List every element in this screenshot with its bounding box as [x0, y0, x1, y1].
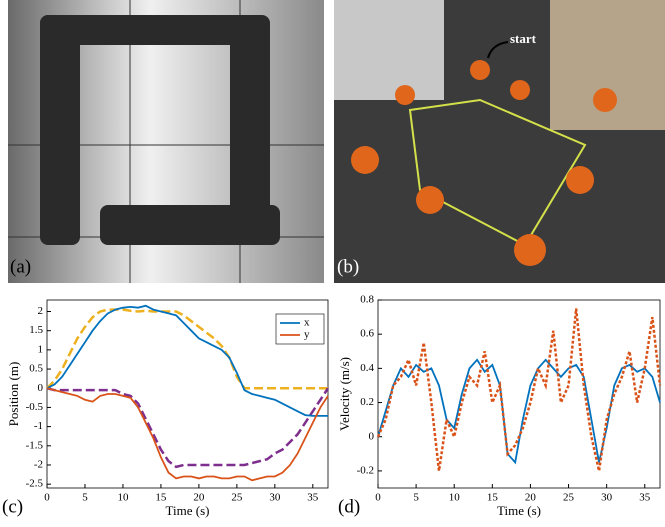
y-tick-label: 0: [38, 382, 44, 394]
y-tick-label: 0.6: [360, 328, 374, 340]
x-tick-label: 35: [307, 492, 319, 504]
y-tick-label: 1.5: [29, 324, 43, 336]
x-tick-label: 25: [231, 492, 243, 504]
figure: (a) start (b) 05101520253035-2.5-2-1.5-1…: [0, 0, 665, 522]
x-tick-label: 0: [375, 492, 381, 504]
y-tick-label: 1: [38, 343, 44, 355]
x-tick-label: 15: [155, 492, 167, 504]
y-tick-label: -0.5: [26, 401, 44, 413]
plot-area: [378, 300, 660, 488]
y-tick-label: -2: [34, 459, 43, 471]
x-tick-label: 20: [525, 492, 537, 504]
x-tick-label: 25: [563, 492, 575, 504]
series-line: [378, 360, 660, 463]
photo-b-lab: [334, 0, 444, 100]
panel-label: (d): [338, 496, 360, 517]
x-tick-label: 30: [269, 492, 281, 504]
y-tick-label: 0.4: [360, 362, 374, 374]
x-tick-label: 0: [44, 492, 50, 504]
series-line: [378, 309, 660, 471]
x-tick-label: 5: [82, 492, 88, 504]
annotation: start: [510, 31, 537, 46]
y-tick-label: -1: [34, 420, 43, 432]
y-tick-label: 0.2: [360, 396, 374, 408]
y-tick-label: -1.5: [26, 439, 44, 451]
x-tick-label: 15: [487, 492, 499, 504]
panel-label: (b): [337, 256, 359, 277]
series-line: [47, 388, 328, 480]
panel-label: (c): [2, 496, 23, 517]
y-tick-label: 0: [369, 430, 375, 442]
y-tick-label: -2.5: [26, 478, 44, 490]
y-axis-label: Velocity (m/s): [337, 357, 352, 431]
y-tick-label: 2: [38, 305, 44, 317]
x-tick-label: 35: [639, 492, 651, 504]
x-tick-label: 10: [117, 492, 129, 504]
x-tick-label: 10: [449, 492, 461, 504]
y-axis-label: Position (m): [6, 362, 21, 427]
x-tick-label: 5: [413, 492, 419, 504]
legend-label: y: [304, 329, 310, 341]
y-tick-label: -0.2: [357, 464, 374, 476]
y-tick-label: 0.5: [29, 363, 43, 375]
x-tick-label: 30: [601, 492, 613, 504]
x-tick-label: 20: [193, 492, 205, 504]
x-axis-label: Time (s): [497, 503, 541, 518]
legend-label: x: [304, 317, 310, 329]
x-axis-label: Time (s): [166, 503, 210, 518]
panel-label: (a): [10, 256, 31, 277]
legend: [276, 314, 324, 344]
y-tick-label: 0.8: [360, 294, 374, 306]
